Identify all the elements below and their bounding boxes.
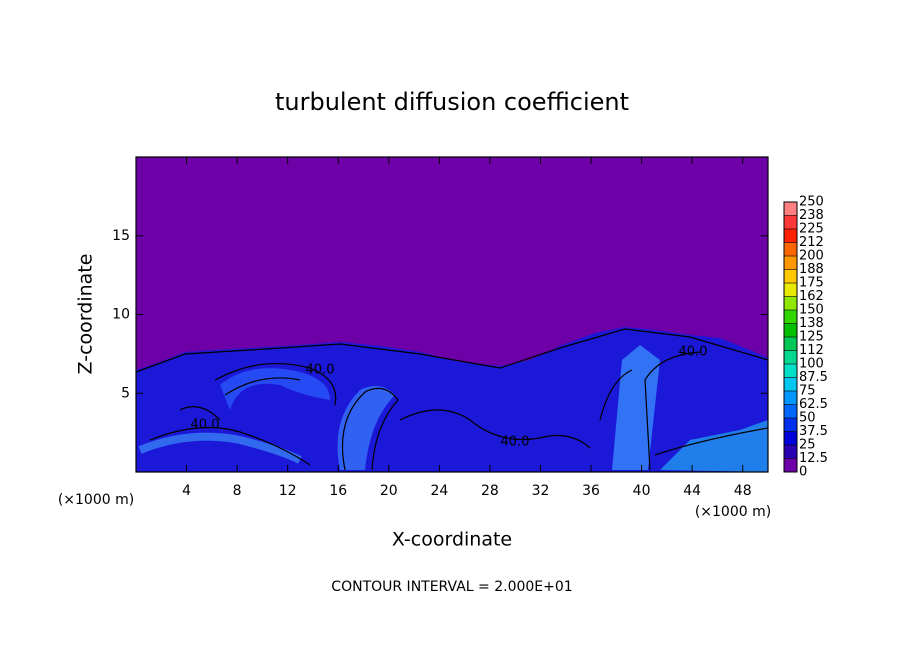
x-axis-label: X-coordinate — [392, 529, 512, 551]
colorbar-band — [784, 445, 797, 459]
colorbar-label: 50 — [799, 411, 816, 426]
x-unit: (×1000 m) — [695, 504, 771, 520]
contour-label: 40.0 — [306, 363, 335, 378]
colorbar-band — [784, 229, 797, 243]
colorbar-band — [784, 215, 797, 229]
colorbar-label: 75 — [799, 384, 816, 399]
colorbar-label: 238 — [799, 208, 824, 223]
x-tick-label: 8 — [233, 483, 242, 499]
colorbar-band — [784, 296, 797, 310]
contour-label: 40.0 — [679, 345, 708, 360]
x-tick-label: 4 — [182, 483, 191, 499]
colorbar-label: 112 — [799, 343, 824, 358]
colorbar-band — [784, 202, 797, 216]
x-tick-label: 40 — [633, 483, 651, 499]
colorbar-band — [784, 458, 797, 472]
x-tick-label: 20 — [380, 483, 398, 499]
x-tick-label: 12 — [279, 483, 297, 499]
chart-title: turbulent diffusion coefficient — [275, 88, 629, 116]
colorbar-label: 250 — [799, 195, 824, 210]
colorbar-label: 100 — [799, 357, 824, 372]
x-tick-label: 36 — [582, 483, 600, 499]
x-tick-label: 44 — [683, 483, 701, 499]
x-tick-label: 28 — [481, 483, 499, 499]
colorbar-band — [784, 364, 797, 378]
colorbar-label: 162 — [799, 289, 824, 304]
colorbar-band — [784, 431, 797, 445]
colorbar-band — [784, 310, 797, 324]
colorbar-band — [784, 404, 797, 418]
x-tick-label: 16 — [329, 483, 347, 499]
y-tick-label: 5 — [121, 385, 130, 401]
contours — [135, 328, 769, 471]
colorbar-label: 150 — [799, 303, 824, 318]
y-axis-label: Z-coordinate — [75, 254, 97, 375]
x-tick-label: 24 — [430, 483, 448, 499]
colorbar-label: 25 — [799, 438, 816, 453]
field-streak — [220, 368, 330, 410]
colorbar-label: 0 — [799, 465, 807, 480]
colorbar-label: 62.5 — [799, 397, 828, 412]
y-tick-label: 10 — [112, 307, 130, 323]
colorbar-band — [784, 350, 797, 364]
colorbar-label: 37.5 — [799, 424, 828, 439]
colorbar-band — [784, 377, 797, 391]
field-streak — [138, 432, 302, 464]
colorbar-label: 125 — [799, 330, 824, 345]
contour-label: 40.0 — [501, 435, 530, 450]
colorbar-label: 225 — [799, 222, 824, 237]
footer: CONTOUR INTERVAL = 2.000E+01 — [331, 579, 572, 595]
colorbar-label: 200 — [799, 249, 824, 264]
colorbar-label: 188 — [799, 262, 824, 277]
colorbar-label: 138 — [799, 316, 824, 331]
colorbar-label: 87.5 — [799, 370, 828, 385]
x-tick-label: 48 — [734, 483, 752, 499]
y-unit: (×1000 m) — [58, 492, 134, 508]
colorbar-band — [784, 256, 797, 270]
colorbar-label: 175 — [799, 276, 824, 291]
contour-label: 40.0 — [191, 418, 220, 433]
colorbar-band — [784, 283, 797, 297]
field-streak — [337, 386, 395, 470]
colorbar-band — [784, 242, 797, 256]
colorbar-band — [784, 323, 797, 337]
colorbar-label: 212 — [799, 235, 824, 250]
field-region — [136, 327, 768, 472]
field — [135, 156, 769, 473]
colorbar-band — [784, 418, 797, 432]
x-tick-label: 32 — [532, 483, 550, 499]
y-tick-label: 15 — [112, 228, 130, 244]
colorbar-label: 12.5 — [799, 451, 828, 466]
colorbar-band — [784, 337, 797, 351]
colorbar-band — [784, 269, 797, 283]
colorbar-band — [784, 391, 797, 405]
